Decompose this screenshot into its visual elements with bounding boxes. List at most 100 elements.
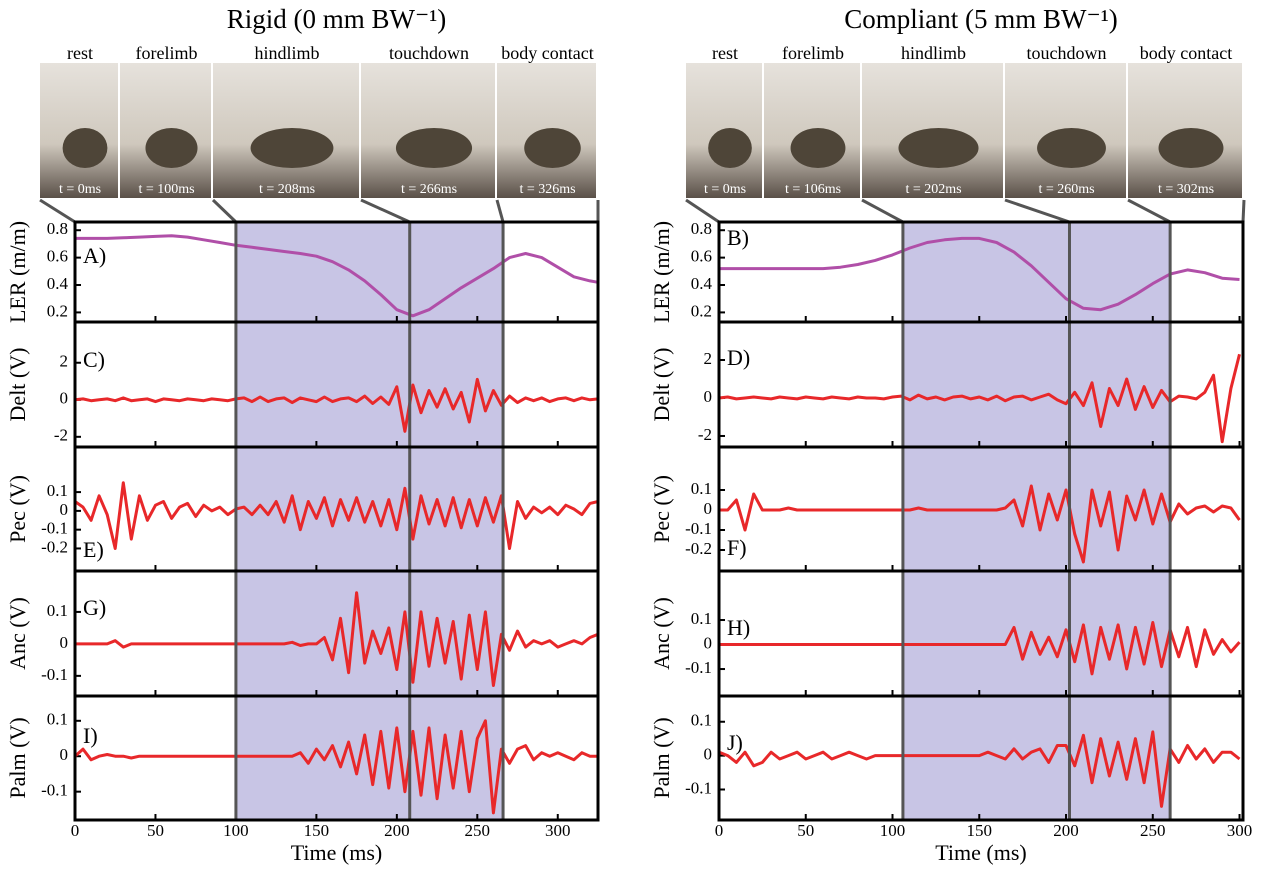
- y-axis-label: Palm (V): [5, 717, 30, 798]
- photo-label: forelimb: [782, 43, 844, 63]
- y-tick-label: 0.6: [691, 247, 712, 266]
- y-tick-label: 0: [704, 745, 713, 764]
- y-tick-label: 0.1: [47, 601, 68, 620]
- trace: [75, 234, 599, 318]
- panel-label: G): [83, 595, 106, 620]
- y-tick-label: 0.4: [691, 274, 713, 293]
- panel-label: J): [727, 730, 743, 755]
- x-tick-label: 150: [304, 821, 330, 840]
- photo-toad: [898, 128, 979, 168]
- panel-label: H): [727, 615, 750, 640]
- trace: [719, 621, 1241, 676]
- x-tick-label: 300: [545, 821, 571, 840]
- y-tick-label: 0.1: [691, 479, 712, 498]
- x-tick-label: 200: [1053, 821, 1079, 840]
- phase-connector: [685, 198, 720, 224]
- trace: [74, 719, 598, 815]
- phase-connector: [861, 198, 904, 224]
- panel-label: E): [83, 537, 104, 562]
- y-tick-label: -2: [698, 425, 712, 444]
- y-tick-label: 0.1: [691, 609, 712, 628]
- y-tick-label: 0.8: [47, 219, 68, 238]
- y-tick-label: -0.1: [685, 519, 712, 538]
- y-tick-label: -0.1: [41, 665, 68, 684]
- phase-connector: [495, 199, 505, 223]
- column-title: Compliant (5 mm BW⁻¹): [844, 4, 1118, 34]
- panel-label: F): [727, 535, 747, 560]
- photo-toad: [145, 128, 198, 168]
- trace: [74, 481, 599, 550]
- x-tick-label: 50: [797, 821, 814, 840]
- y-tick-label: 0: [704, 387, 713, 406]
- phase-connector: [1127, 198, 1171, 224]
- photo-label: touchdown: [1027, 43, 1107, 63]
- y-axis-label: LER (m/m): [5, 221, 30, 323]
- photo-toad: [524, 128, 581, 168]
- trace: [75, 591, 599, 687]
- photo-label: hindlimb: [254, 43, 319, 63]
- x-tick-label: 300: [1227, 821, 1253, 840]
- panel-label: A): [83, 243, 106, 268]
- photo-toad: [708, 128, 752, 168]
- x-tick-label: 0: [71, 821, 80, 840]
- photo-time: t = 260ms: [1038, 182, 1094, 197]
- phase-connector: [1004, 198, 1070, 224]
- y-tick-label: 0: [60, 633, 69, 652]
- photo-time: t = 106ms: [785, 182, 841, 197]
- y-tick-label: 2: [704, 349, 713, 368]
- photo-time: t = 208ms: [259, 182, 315, 197]
- y-axis-label: Delt (V): [649, 348, 674, 422]
- panel-label: B): [727, 225, 749, 250]
- x-tick-label: 150: [967, 821, 993, 840]
- column-title: Rigid (0 mm BW⁻¹): [227, 4, 447, 34]
- x-axis-label: Time (ms): [291, 840, 382, 865]
- photo-toad: [1158, 128, 1224, 168]
- phase-connector: [39, 198, 76, 224]
- y-tick-label: -0.2: [685, 539, 712, 558]
- y-axis-label: Pec (V): [649, 475, 674, 543]
- y-tick-label: 2: [60, 352, 69, 371]
- panel-label: C): [83, 347, 105, 372]
- photo-toad: [250, 128, 334, 168]
- photo-toad: [790, 128, 846, 168]
- phase-shade: [902, 222, 1171, 820]
- photo-label: rest: [67, 43, 93, 63]
- phase-connector: [211, 198, 237, 224]
- y-tick-label: -0.1: [685, 658, 712, 677]
- trace: [718, 730, 1241, 808]
- y-tick-label: 0: [60, 745, 69, 764]
- y-tick-label: 0.2: [691, 301, 712, 320]
- photo-time: t = 202ms: [905, 182, 961, 197]
- photo-label: touchdown: [389, 43, 469, 63]
- x-tick-label: 200: [384, 821, 410, 840]
- x-tick-label: 100: [880, 821, 906, 840]
- trace: [718, 353, 1241, 444]
- y-axis-label: Anc (V): [5, 597, 30, 670]
- panel-frame: [717, 694, 1245, 822]
- panel-label: D): [727, 345, 750, 370]
- y-tick-label: -0.1: [41, 781, 68, 800]
- phase-connector: [360, 198, 411, 224]
- y-tick-label: 0.1: [47, 710, 68, 729]
- panel-frame: [73, 694, 600, 822]
- photo-label: rest: [712, 43, 738, 63]
- photo-toad: [62, 128, 108, 168]
- photo-label: body contact: [1140, 43, 1232, 63]
- trace: [719, 484, 1241, 564]
- y-tick-label: 0.1: [47, 481, 68, 500]
- photo-label: hindlimb: [901, 43, 966, 63]
- phase-connector: [1241, 199, 1246, 223]
- y-tick-label: 0: [60, 389, 69, 408]
- panel-label: I): [83, 723, 98, 748]
- x-tick-label: 250: [465, 821, 491, 840]
- photo-time: t = 266ms: [401, 182, 457, 197]
- photo-toad: [1037, 128, 1106, 168]
- photo-label: forelimb: [136, 43, 198, 63]
- x-tick-label: 100: [223, 821, 249, 840]
- y-tick-label: -2: [54, 426, 68, 445]
- photo-time: t = 326ms: [519, 182, 575, 197]
- x-tick-label: 250: [1140, 821, 1166, 840]
- y-axis-label: Pec (V): [5, 475, 30, 543]
- photo-time: t = 0ms: [59, 182, 101, 197]
- trace: [74, 377, 599, 433]
